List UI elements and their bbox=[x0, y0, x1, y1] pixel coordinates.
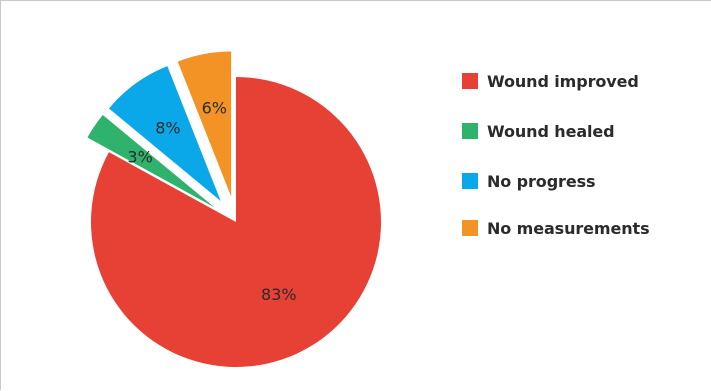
legend-swatch-no-progress bbox=[462, 173, 478, 189]
legend-swatch-wound-healed bbox=[462, 123, 478, 139]
legend-item-wound-improved: Wound improved bbox=[462, 68, 639, 94]
legend-swatch-wound-improved bbox=[462, 73, 478, 89]
pie-label-wound-healed: 3% bbox=[127, 147, 152, 166]
legend-swatch-no-measurements bbox=[462, 220, 478, 236]
legend-label-wound-improved: Wound improved bbox=[487, 71, 639, 91]
pie-label-no-measurements: 6% bbox=[202, 99, 227, 118]
legend-item-no-measurements: No measurements bbox=[462, 215, 650, 241]
pie-label-no-progress: 8% bbox=[155, 119, 180, 138]
pie-slice-wound-improved bbox=[91, 77, 381, 368]
legend-item-wound-healed: Wound healed bbox=[462, 118, 615, 144]
pie-slice-no-progress bbox=[108, 66, 221, 201]
legend-label-no-measurements: No measurements bbox=[487, 218, 650, 238]
pie-label-wound-improved: 83% bbox=[261, 285, 297, 304]
legend-item-no-progress: No progress bbox=[462, 168, 596, 194]
legend-label-no-progress: No progress bbox=[487, 171, 596, 191]
legend-label-wound-healed: Wound healed bbox=[487, 121, 615, 141]
pie-slice-wound-healed bbox=[87, 114, 215, 208]
pie-slice-no-measurements bbox=[177, 51, 232, 197]
